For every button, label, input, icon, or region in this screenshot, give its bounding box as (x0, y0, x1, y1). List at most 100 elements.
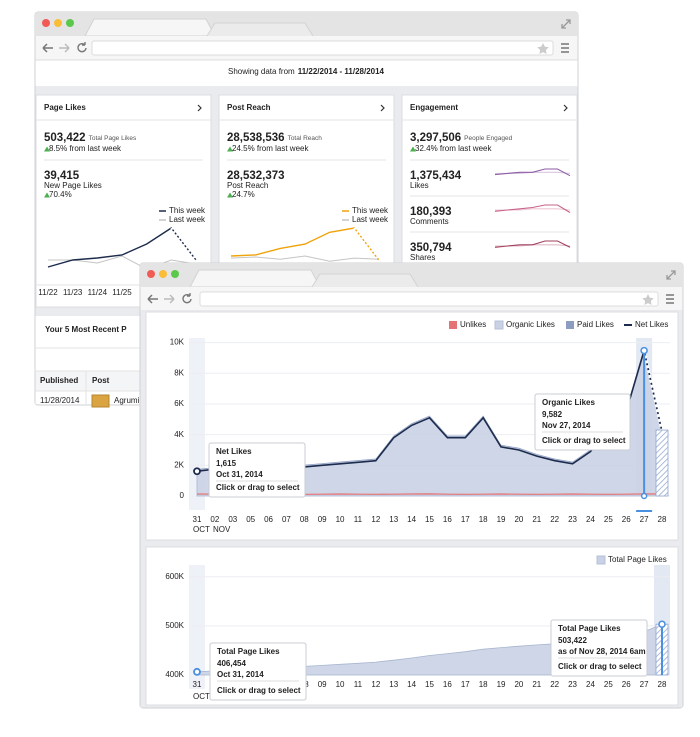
x-tick-label: 11 (354, 515, 363, 524)
window-button (159, 270, 167, 278)
x-tick-label: 02 (210, 515, 219, 524)
metric: 180,393 (410, 206, 452, 218)
legend-label: This week (169, 206, 206, 215)
menu-icon (561, 43, 569, 53)
expand-icon (561, 19, 571, 29)
y-tick-label: 8K (174, 368, 184, 377)
month-label: OCT (193, 525, 210, 534)
tooltip-title: Organic Likes (542, 398, 595, 407)
metric-change: 24.5% from last week (232, 144, 309, 153)
x-tick-label: 06 (264, 515, 273, 524)
metric-label: Comments (410, 217, 449, 226)
partial-column (655, 429, 669, 497)
up-arrow (410, 146, 416, 152)
x-tick-label: 08 (300, 515, 309, 524)
tooltip-date: Nov 27, 2014 (542, 421, 591, 430)
y-tick-label: 6K (174, 399, 184, 408)
y-tick-label: 2K (174, 460, 184, 469)
legend-swatch (566, 321, 574, 329)
metric-label: People Engaged (464, 135, 512, 142)
x-tick-label: 27 (640, 680, 649, 689)
window-button (66, 19, 74, 27)
selection-handle (636, 510, 653, 512)
month-label: NOV (213, 525, 231, 534)
tooltip-value: 406,454 (217, 659, 246, 668)
date-value: 11/22/2014 - 11/28/2014 (298, 67, 385, 76)
x-tick-label: 24 (586, 680, 595, 689)
x-tick-label: 31 (193, 515, 202, 524)
x-tick-label: 13 (389, 680, 398, 689)
x-tick-label: 28 (658, 515, 667, 524)
x-tick-label: 15 (425, 515, 434, 524)
browser-tab (84, 18, 216, 37)
metric: 3,297,506 People Engaged (410, 132, 513, 144)
up-arrow (44, 192, 50, 198)
x-tick-label: 18 (479, 680, 488, 689)
address-bar (91, 40, 554, 56)
reload-icon (77, 42, 87, 53)
dash-overlay (642, 350, 664, 432)
x-tick-label: 17 (461, 515, 470, 524)
up-arrow (227, 192, 233, 198)
metric-change: 24.7% (232, 190, 255, 199)
star-icon (642, 294, 654, 305)
up-arrow (44, 146, 50, 152)
x-tick-label: 20 (514, 515, 523, 524)
x-tick-label: 16 (443, 680, 452, 689)
legend-label: Paid Likes (577, 320, 614, 329)
metric: 39,415 (44, 170, 80, 182)
legend-label: This week (352, 206, 389, 215)
window-button (171, 270, 179, 278)
table-cell: Agrumi (114, 396, 140, 405)
legend-label: Last week (352, 215, 389, 224)
metric: 350,794 (410, 242, 452, 254)
tooltip-action: Click or drag to select (558, 662, 642, 671)
metric-value: 350,794 (410, 242, 452, 254)
metric-value: 28,532,373 (227, 170, 285, 182)
tooltip-action: Click or drag to select (216, 483, 300, 492)
metric-value: 39,415 (44, 170, 80, 182)
metric-label: Shares (410, 253, 435, 262)
y-tick-label: 500K (165, 621, 184, 630)
point (193, 467, 201, 476)
x-tick-label: 11 (354, 680, 363, 689)
x-tick-label: 21 (532, 515, 541, 524)
post-thumbnail (91, 394, 110, 408)
x-tick-label: 19 (497, 515, 506, 524)
x-tick-label: 13 (389, 515, 398, 524)
baseline-dot (640, 492, 648, 500)
dash-overlay (170, 227, 197, 261)
tooltip (534, 393, 631, 451)
tooltip-action: Click or drag to select (217, 686, 301, 695)
metric-value: 1,375,434 (410, 170, 462, 182)
x-tick-label: 16 (443, 515, 452, 524)
metric: 1,375,434 (410, 170, 462, 182)
y-tick-label: 4K (174, 430, 184, 439)
x-tick-label: 20 (514, 680, 523, 689)
table-header-cell: Post (92, 376, 110, 385)
table-header-cell: Published (40, 376, 78, 385)
x-tick-label: 11/22 (38, 288, 58, 297)
tooltip-date: as of Nov 28, 2014 6am (558, 647, 646, 656)
tooltip (550, 619, 648, 677)
x-tick-label: 14 (407, 515, 416, 524)
y-tick-label: 0 (180, 491, 185, 500)
sparkline (494, 240, 571, 248)
back-icon (147, 294, 158, 304)
window-button (54, 19, 62, 27)
metric-change: 70.4% (49, 190, 72, 199)
reload-icon (182, 293, 192, 304)
metric-value: 28,538,536 (227, 132, 285, 144)
x-tick-label: 22 (550, 515, 559, 524)
legend-swatch (494, 320, 504, 330)
x-tick-label: 12 (371, 680, 380, 689)
menu-icon (666, 294, 674, 304)
month-label: OCT (193, 692, 210, 701)
metric-value: 3,297,506 (410, 132, 461, 144)
highlight-column (189, 565, 205, 689)
x-tick-label: 31 (193, 680, 202, 689)
tooltip-title: Total Page Likes (217, 647, 280, 656)
browser-tab (206, 22, 314, 37)
window-button (147, 270, 155, 278)
sparkline (494, 168, 571, 177)
